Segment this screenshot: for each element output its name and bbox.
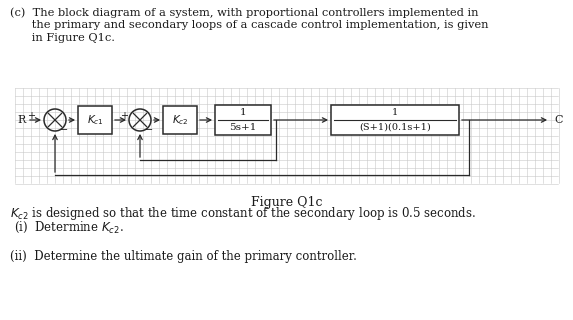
Text: (S+1)(0.1s+1): (S+1)(0.1s+1) [359,123,431,132]
Text: C: C [554,115,563,125]
Text: $K_{c2}$ is designed so that the time constant of the secondary loop is 0.5 seco: $K_{c2}$ is designed so that the time co… [10,205,476,222]
Text: the primary and secondary loops of a cascade control implementation, is given: the primary and secondary loops of a cas… [10,20,489,30]
Text: $K_{c2}$: $K_{c2}$ [172,113,189,127]
Bar [163,106,197,134]
Text: R: R [18,115,26,125]
Bar [331,105,459,135]
Text: +: + [120,111,128,121]
Text: (c)  The block diagram of a system, with proportional controllers implemented in: (c) The block diagram of a system, with … [10,7,478,18]
Text: +: + [27,111,35,121]
Bar [78,106,112,134]
Text: −: − [60,125,68,135]
Text: (i)  Determine $K_{c2}$.: (i) Determine $K_{c2}$. [14,220,124,235]
Text: 1: 1 [240,108,246,117]
Text: 1: 1 [392,108,398,117]
Text: (ii)  Determine the ultimate gain of the primary controller.: (ii) Determine the ultimate gain of the … [10,250,357,263]
Text: in Figure Q1c.: in Figure Q1c. [10,33,115,43]
Text: −: − [145,125,153,135]
Bar [215,105,271,135]
Text: Figure Q1c: Figure Q1c [251,196,323,209]
Text: 5s+1: 5s+1 [229,123,257,132]
Text: $K_{c1}$: $K_{c1}$ [87,113,103,127]
